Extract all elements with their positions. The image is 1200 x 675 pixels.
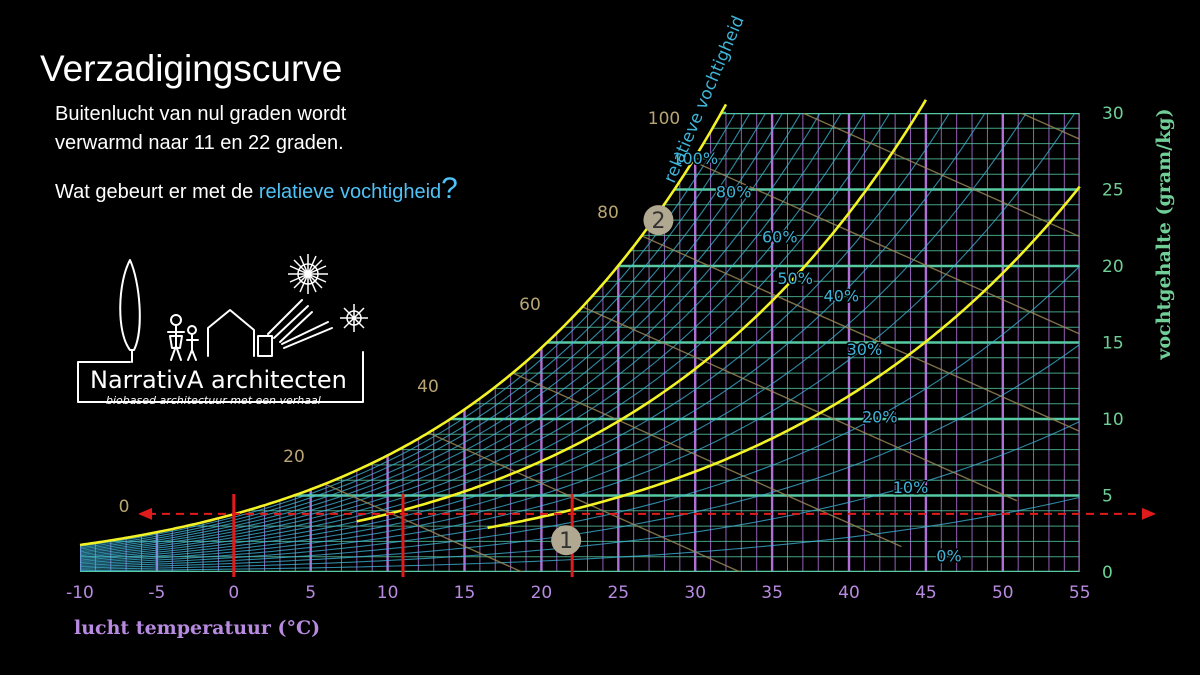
y-tick-label: 20 bbox=[1102, 257, 1124, 277]
x-tick-label: 35 bbox=[761, 583, 783, 603]
x-tick-label: -10 bbox=[66, 583, 94, 603]
enthalpy-line bbox=[802, 112, 1080, 364]
state-badge bbox=[551, 525, 582, 556]
rh-gridcurve bbox=[80, 265, 1080, 568]
x-tick-label: 25 bbox=[607, 583, 629, 603]
rh-label: 30% bbox=[847, 340, 883, 359]
y-axis-title: vochtgehalte (gram/kg) bbox=[1153, 108, 1175, 360]
y-tick-label: 15 bbox=[1102, 334, 1124, 354]
rh-gridcurve bbox=[80, 344, 1080, 569]
y-tick-label: 0 bbox=[1102, 563, 1113, 583]
rh-gridcurve bbox=[80, 104, 958, 561]
x-tick-label: 0 bbox=[228, 583, 239, 603]
enthalpy-label: 20 bbox=[283, 447, 305, 467]
rh-gridcurve bbox=[80, 108, 804, 553]
state-badge bbox=[643, 205, 674, 236]
y-tick-label: 10 bbox=[1102, 410, 1124, 430]
arrow-left-icon bbox=[138, 507, 152, 520]
enthalpy-label: 40 bbox=[417, 377, 439, 397]
enthalpy-line bbox=[687, 158, 1080, 410]
saturation-curve bbox=[79, 103, 728, 547]
rh-gridcurve bbox=[80, 104, 827, 554]
x-tick-label: 40 bbox=[838, 583, 860, 603]
slide-title: Verzadigingscurve bbox=[40, 48, 343, 89]
rh-label: 60% bbox=[762, 227, 798, 246]
rh-gridcurve bbox=[80, 104, 742, 547]
state-badge-label: 2 bbox=[651, 209, 665, 234]
x-tick-label: 45 bbox=[915, 583, 937, 603]
rh-gridcurve bbox=[80, 104, 850, 555]
rh-label: 0% bbox=[936, 546, 961, 565]
logo-name: NarrativA architecten bbox=[90, 366, 347, 394]
rh-label: 40% bbox=[824, 287, 860, 306]
enthalpy-label: 60 bbox=[519, 295, 541, 315]
rh-gridcurve bbox=[80, 104, 896, 558]
enthalpy-line bbox=[571, 204, 1080, 456]
y-tick-label: 30 bbox=[1102, 104, 1124, 124]
x-tick-label: 20 bbox=[531, 583, 553, 603]
narrativa-logo: NarrativA architecten biobased architect… bbox=[77, 254, 368, 407]
x-tick-label: 10 bbox=[377, 583, 399, 603]
x-tick-label: 30 bbox=[684, 583, 706, 603]
x-tick-label: 15 bbox=[454, 583, 476, 603]
rh-gridcurve bbox=[80, 109, 988, 562]
x-tick-label: 5 bbox=[305, 583, 316, 603]
question-mark: ? bbox=[441, 172, 458, 205]
rh-gridcurve bbox=[80, 104, 873, 557]
question-text: Wat gebeurt er met de relatieve vochtigh… bbox=[55, 172, 458, 206]
question-prefix: Wat gebeurt er met de bbox=[55, 181, 259, 203]
x-tick-label: 55 bbox=[1069, 583, 1091, 603]
logo-tagline: biobased architectuur met een verhaal bbox=[106, 394, 321, 407]
y-tick-label: 5 bbox=[1102, 487, 1113, 507]
enthalpy-line bbox=[1033, 104, 1080, 272]
rh-label: 20% bbox=[862, 408, 898, 427]
x-axis-title: lucht temperatuur (°C) bbox=[74, 617, 320, 639]
state-badge-label: 1 bbox=[559, 529, 573, 554]
rh-gridcurve bbox=[80, 104, 773, 550]
highlight-rh-curve bbox=[487, 185, 1081, 530]
rh-gridcurve bbox=[80, 104, 788, 551]
y-tick-label: 25 bbox=[1102, 181, 1124, 201]
rh-label: 80% bbox=[716, 183, 752, 202]
rh-label: 50% bbox=[777, 269, 813, 288]
enthalpy-label: 0 bbox=[119, 497, 130, 517]
rh-gridcurve bbox=[80, 496, 1080, 572]
rh-label: 10% bbox=[893, 478, 929, 497]
question-highlight: relatieve vochtigheid bbox=[258, 181, 442, 203]
rh-gridcurve bbox=[80, 104, 758, 549]
enthalpy-label: 100 bbox=[648, 109, 680, 129]
intro-text: Buitenlucht van nul graden wordt verwarm… bbox=[55, 100, 346, 158]
rh-label: 100% bbox=[672, 149, 718, 168]
intro-line-2: verwarmd naar 11 en 22 graden. bbox=[55, 132, 344, 154]
x-tick-label: -5 bbox=[148, 583, 165, 603]
x-tick-label: 50 bbox=[992, 583, 1014, 603]
arrow-right-icon bbox=[1142, 507, 1156, 520]
intro-line-1: Buitenlucht van nul graden wordt bbox=[55, 103, 347, 125]
rh-gridcurve bbox=[80, 105, 1080, 565]
enthalpy-line bbox=[341, 295, 902, 548]
enthalpy-label: 80 bbox=[597, 203, 619, 223]
rh-gridcurve bbox=[80, 421, 1080, 570]
highlight-rh-curve bbox=[356, 99, 928, 523]
